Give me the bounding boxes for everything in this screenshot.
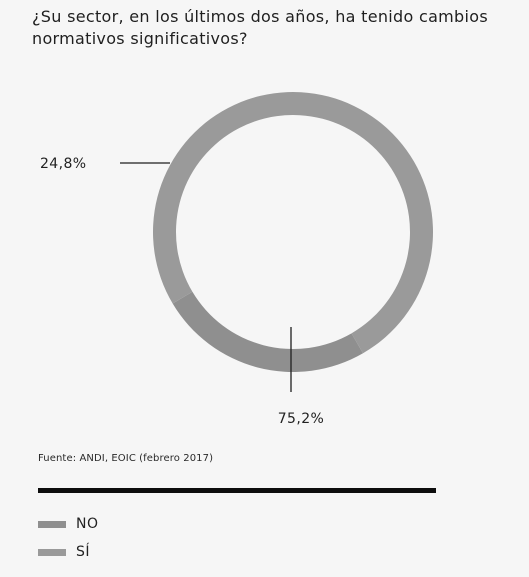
legend-swatch-no [38, 520, 66, 528]
legend-item-si: SÍ [38, 541, 99, 563]
donut-slices [153, 92, 434, 373]
legend-label-no: NO [76, 516, 99, 532]
legend-item-no: NO [38, 513, 99, 535]
divider-rule [38, 488, 436, 493]
data-label-si: 75,2% [278, 411, 324, 427]
legend-swatch-si [38, 548, 66, 556]
data-label-no: 24,8% [40, 156, 86, 172]
leader-lines [120, 162, 292, 392]
data-labels: 24,8% 75,2% [40, 156, 324, 427]
legend-label-si: SÍ [76, 544, 91, 560]
donut-slice-no [172, 291, 363, 373]
chart-question-title: ¿Su sector, en los últimos dos años, ha … [32, 7, 488, 48]
source-note: Fuente: ANDI, EOIC (febrero 2017) [38, 453, 214, 464]
donut-chart: 24,8% 75,2% [40, 92, 434, 427]
legend: NO SÍ [38, 513, 99, 569]
